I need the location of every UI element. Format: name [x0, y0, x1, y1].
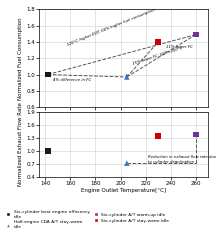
Point [156, 134, 160, 138]
Point [46, 73, 49, 76]
Point [194, 33, 197, 37]
Point [194, 133, 197, 136]
Point [125, 161, 128, 165]
Text: Reduction in exhaust flow rate due
to cylinder deactivation: Reduction in exhaust flow rate due to cy… [148, 155, 217, 164]
Y-axis label: Normalized Fuel Consumption: Normalized Fuel Consumption [18, 17, 23, 99]
Point [156, 40, 160, 44]
Text: 35% lower FC, EOT>200°C: 35% lower FC, EOT>200°C [132, 46, 183, 66]
Y-axis label: Normalized Exhaust Flow Rate: Normalized Exhaust Flow Rate [18, 103, 23, 186]
Text: 120°C higher EOT, 60% higher fuel consumption: 120°C higher EOT, 60% higher fuel consum… [67, 8, 156, 47]
Point [125, 75, 128, 79]
Legend: Six-cylinder best engine efficiency
idle, Half-engine CDA A/T stay-warm
idle, Si: Six-cylinder best engine efficiency idle… [2, 208, 171, 231]
Text: 4% difference in FC: 4% difference in FC [53, 78, 91, 82]
Text: 11% lower FC: 11% lower FC [166, 45, 192, 49]
Point [46, 149, 49, 153]
X-axis label: Engine Outlet Temperature[°C]: Engine Outlet Temperature[°C] [81, 188, 166, 193]
